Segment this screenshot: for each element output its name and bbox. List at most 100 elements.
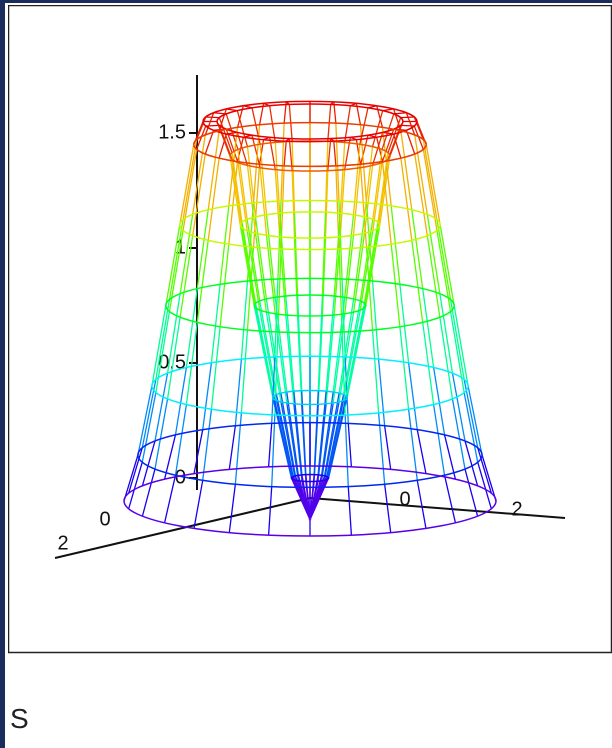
meridian [407,362,418,430]
meridian [416,429,427,474]
meridian [342,300,361,395]
meridian [193,429,204,474]
meridian [426,235,441,318]
meridian [341,279,346,358]
ring [137,421,483,489]
meridian [141,440,156,486]
ring [272,389,348,406]
meridian [163,475,177,523]
meridian [390,244,401,327]
meridian [323,393,340,476]
meridian [163,434,177,480]
meridian [179,235,194,318]
meridian [449,311,465,393]
meridian [416,480,427,529]
meridian [389,121,404,157]
ring [123,465,497,537]
meridian [196,116,207,140]
z-tick-label: 0.5 [158,351,186,373]
meridian [363,165,374,234]
meridian [333,101,337,124]
meridian [377,359,386,426]
meridian [384,425,392,470]
meridian [325,295,335,392]
meridian [196,240,209,323]
meridian [272,397,293,479]
meridian [254,303,275,397]
meridian [411,209,424,289]
meridian [155,299,171,380]
meridian [377,152,389,223]
meridian [335,123,340,202]
meridian [128,447,143,494]
meridian [228,484,236,533]
meridian [332,313,346,404]
meridian [229,155,241,226]
meridian [338,201,343,280]
meridian [463,392,479,463]
meridian [231,159,243,229]
meridian [400,158,413,241]
meridian [265,298,282,394]
meridian [392,133,402,159]
meridian [213,112,227,115]
meridian [193,480,204,529]
ring [165,277,455,334]
meridian [345,303,366,397]
meridian [317,391,327,475]
meridian [216,121,231,157]
meridian [234,359,243,426]
x-tick-label: 2 [511,498,522,520]
meridian [365,224,381,306]
meridian [207,158,220,241]
meridian [218,133,228,159]
meridian [363,146,374,217]
meridian [128,462,143,509]
meridian [400,130,413,210]
meridian [210,326,221,410]
meridian [449,299,465,380]
meridian [123,454,139,502]
ring [151,355,469,417]
meridian [196,125,207,150]
meridian [425,144,441,226]
meridian [379,155,391,226]
meridian [271,356,276,424]
meridian [267,486,273,536]
meridian [443,475,457,523]
x-tick-label: 0 [399,488,410,510]
meridian [365,247,374,330]
meridian [293,391,303,475]
meridian [392,108,402,132]
ring [216,103,404,140]
ring [193,121,427,168]
meridian [327,395,347,478]
meridian [196,209,209,289]
y-tick-label: 0 [99,508,110,530]
meridian [141,468,156,517]
meridian [467,385,483,456]
meridian [344,214,355,298]
meridian [228,161,239,245]
meridian [381,127,392,206]
meridian [137,385,153,456]
meridian [240,281,249,360]
meridian [218,108,228,132]
meridian [204,112,215,136]
meridian [327,138,332,171]
meridian [371,329,380,413]
meridian [166,317,181,400]
meridian [339,169,346,237]
meridian [347,423,353,467]
meridian [288,138,293,171]
meridian [363,221,379,304]
meridian [207,130,220,210]
meridian [219,244,230,327]
meridian [277,248,282,332]
x-axis [309,497,566,519]
meridian [283,101,287,124]
meridian [285,295,295,392]
meridian [333,141,337,166]
meridian [168,219,184,300]
